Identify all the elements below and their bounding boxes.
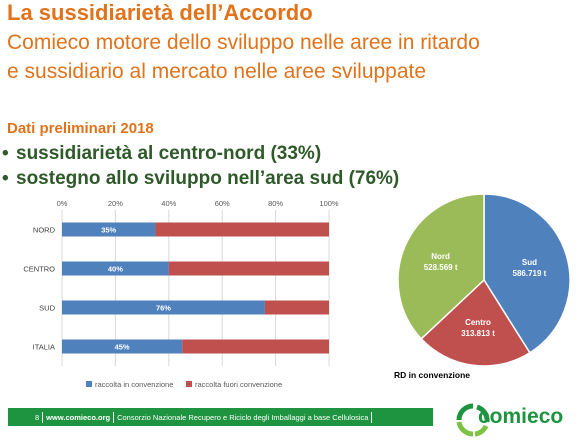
legend-swatch — [186, 381, 192, 387]
x-tick-label: 100% — [319, 199, 339, 208]
x-tick-label: 80% — [268, 199, 283, 208]
bullet-item-center-north: • sussidiarietà al centro-nord (33%) — [2, 143, 321, 165]
footer-bar: 8 www.comieco.org Consorzio Nazionale Re… — [8, 408, 433, 426]
pie-slice-value: 586.719 t — [513, 269, 547, 278]
bullet-glyph: • — [2, 143, 9, 164]
pie-chart: Sud 586.719 t Centro 313.813 t Nord 528.569 t… — [394, 193, 571, 380]
page-number: 8 — [35, 412, 40, 422]
bullet-glyph: • — [2, 168, 9, 189]
bar-segment — [62, 339, 183, 354]
x-tick-label: 20% — [108, 199, 123, 208]
legend-swatch — [86, 381, 92, 387]
x-tick-label: 0% — [57, 199, 68, 208]
footer-divider — [371, 411, 373, 423]
pie-slice — [420, 278, 531, 367]
preliminary-data-label: Dati preliminari 2018 — [7, 120, 154, 137]
pie-caption: RD in convenzione — [394, 370, 470, 380]
category-label: ITALIA — [33, 343, 55, 352]
bar-segment — [62, 261, 169, 276]
bullet-item-south: • sostegno allo sviluppo nell’area sud (7… — [2, 168, 399, 190]
legend-label: raccolta fuori convenzione — [195, 380, 282, 389]
bar-data-label: 45% — [115, 343, 130, 352]
website-link[interactable]: www.comieco.org — [46, 412, 111, 422]
bar-segment — [182, 339, 329, 354]
bar-segment — [168, 261, 329, 276]
x-tick-label: 40% — [161, 199, 176, 208]
subtitle-line-1: Comieco motore dello sviluppo nelle aree… — [7, 31, 480, 54]
legend-label: raccolta in convenzione — [95, 380, 173, 389]
x-tick-label: 60% — [215, 199, 230, 208]
recycle-arrows-icon — [456, 403, 490, 437]
subtitle-line-2: e sussidiario al mercato nelle aree svil… — [7, 60, 427, 83]
bar-data-label: 76% — [156, 304, 171, 313]
bar-segment — [62, 222, 156, 237]
bar-segment — [264, 300, 329, 315]
pie-slice-value: 528.569 t — [424, 263, 458, 272]
bar-segment — [62, 300, 265, 315]
pie-slice-name: Sud — [522, 258, 537, 267]
bullet-text: sussidiarietà al centro-nord (33%) — [16, 143, 322, 164]
pie-slice-name: Nord — [431, 252, 450, 261]
pie-slice-value: 313.813 t — [461, 329, 495, 338]
footer-divider — [42, 411, 44, 423]
footer-divider — [113, 411, 115, 423]
bar-segment — [155, 222, 329, 237]
pie-slice — [397, 193, 485, 340]
category-label: NORD — [33, 226, 56, 235]
category-label: SUD — [39, 304, 55, 313]
organization-name: Consorzio Nazionale Recupero e Riciclo d… — [117, 412, 369, 422]
pie-slice-name: Centro — [465, 318, 491, 327]
comieco-logo-text: comieco — [478, 405, 564, 428]
stacked-bar-chart: 0% 20% 40% 60% 80% 100% NORD 35% CENTRO 40% SUD 76%… — [23, 199, 339, 389]
bar-data-label: 40% — [108, 265, 123, 274]
bar-data-label: 35% — [101, 226, 116, 235]
bullet-text: sostegno allo sviluppo nell’area sud (76… — [16, 168, 400, 189]
page-title: La sussidiarietà dell’Accordo — [7, 0, 313, 25]
category-label: CENTRO — [23, 265, 55, 274]
